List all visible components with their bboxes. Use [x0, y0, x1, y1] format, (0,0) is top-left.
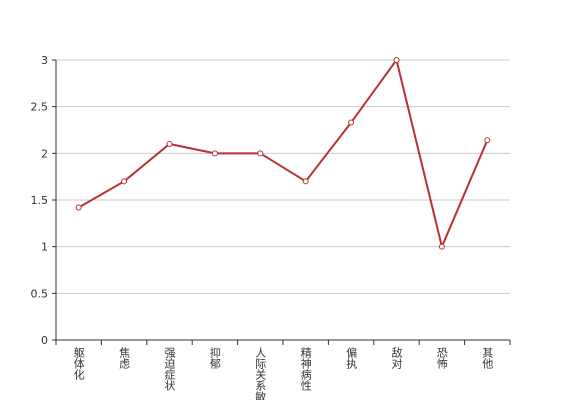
point [302, 178, 309, 185]
y-tick-label: 1 [41, 241, 48, 254]
x-tick-label: 强迫症状 [163, 347, 176, 391]
x-tick-label: 焦虑 [118, 347, 131, 369]
x-tick-label: 敌对 [390, 346, 403, 369]
point [438, 243, 445, 250]
y-tick-label: 0.5 [31, 287, 49, 300]
x-tick-label: 抑郁 [208, 346, 221, 369]
y-tick-label: 2.5 [31, 101, 49, 114]
point [121, 178, 128, 185]
point [348, 119, 355, 126]
point [484, 137, 491, 144]
point [257, 150, 264, 157]
y-tick-label: 2 [41, 147, 48, 160]
x-tick-label: 精神病性 [299, 347, 312, 392]
point [166, 141, 173, 147]
x-tick-label: 其他 [481, 347, 494, 369]
line [78, 57, 489, 250]
x-tick-label: 偏执 [345, 346, 358, 370]
point [393, 57, 400, 63]
y-tick-label: 1.5 [31, 194, 49, 207]
y-tick-label: 0 [41, 334, 48, 347]
x-tick-label: 躯体化 [72, 347, 85, 381]
point [211, 150, 218, 157]
point [75, 204, 82, 211]
x-tick-label: 恐怖 [435, 347, 448, 369]
x-tick-label: 人际关系敏感 [254, 347, 267, 400]
y-tick-label: 3 [41, 54, 48, 67]
